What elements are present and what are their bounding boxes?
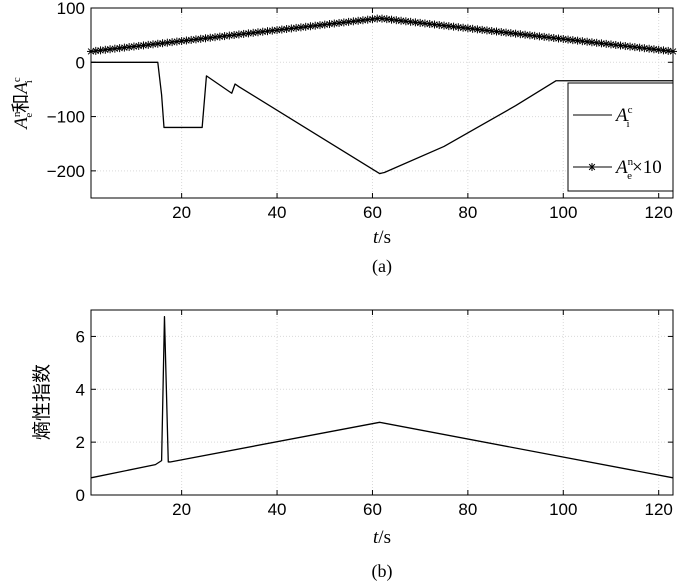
y-tick-label: 0 [76,486,85,505]
series-marker [564,35,573,44]
panel-b: 20 40 60 80 100 120 0 2 4 6 熵性指数 t/s (b) [31,309,674,582]
y-tick-label: 0 [76,53,85,72]
series-marker [149,40,158,49]
series-marker [101,45,110,54]
series-b [90,315,674,479]
x-tick-label: 20 [172,500,191,519]
series-marker [373,14,382,23]
panel-caption-b: (b) [372,561,393,582]
x-axis-label-a: t/s [373,227,391,248]
series-marker [158,39,167,48]
x-tick-label: 40 [268,500,287,519]
series-marker [96,46,105,55]
series-marker [654,45,663,54]
x-tick-label: 20 [172,203,191,222]
x-tick-label: 80 [458,203,477,222]
y-tick-label: 2 [76,433,85,452]
x-ticks-a: 20 40 60 80 100 120 [172,8,673,222]
x-tick-label: 100 [549,203,577,222]
series-marker [544,33,553,42]
legend-label-series-1: Ac i [614,104,633,130]
series-marker [120,43,129,52]
x-tick-label: 40 [268,203,287,222]
x-axis-label-b: t/s [373,527,391,548]
y-axis-label-b: 熵性指数 [31,364,53,440]
series-marker [325,20,334,29]
y-ticks-a: −200 −100 0 100 [47,0,673,181]
legend-label-series-2: An e×10 [614,156,662,182]
series-marker [621,42,630,51]
y-tick-label: 6 [76,327,85,346]
series-marker [349,17,358,26]
plot-area-b [91,310,673,495]
markers-a [87,14,677,56]
y-tick-label: 100 [57,0,85,18]
axes-frame-b [90,309,674,496]
legend-box-a [567,82,674,192]
legend-a: Ac i An e×10 [567,82,674,192]
series-marker [411,18,420,27]
series-marker [125,43,134,52]
series-marker [249,28,258,37]
y-tick-label: −200 [47,162,85,181]
series-line-a-1 [91,61,673,175]
x-tick-label: 120 [645,203,673,222]
x-tick-label: 80 [458,500,477,519]
x-ticks-b: 20 40 60 80 100 120 [172,310,673,519]
legend-asterisk-icon [588,163,596,171]
series-marker [635,43,644,52]
series-line-b-1 [90,315,674,479]
y-axis-label-a: Ane和Aci [10,77,35,131]
series-marker [606,40,615,49]
series-marker [397,16,406,25]
series-marker [463,24,472,33]
panel-caption-a: (a) [372,256,392,277]
legend-marker-series-2 [588,163,596,171]
y-tick-label: −100 [47,108,85,127]
x-tick-label: 120 [645,500,673,519]
series-marker [664,46,673,55]
x-tick-label: 100 [549,500,577,519]
series-marker [387,15,396,24]
series-marker [363,15,372,24]
series-marker [287,24,296,33]
x-tick-label: 60 [363,203,382,222]
series-marker [492,27,501,36]
y-tick-label: 4 [76,380,85,399]
series-marker [406,17,415,26]
y-ticks-b: 0 2 4 6 [76,327,673,505]
x-tick-label: 60 [363,500,382,519]
